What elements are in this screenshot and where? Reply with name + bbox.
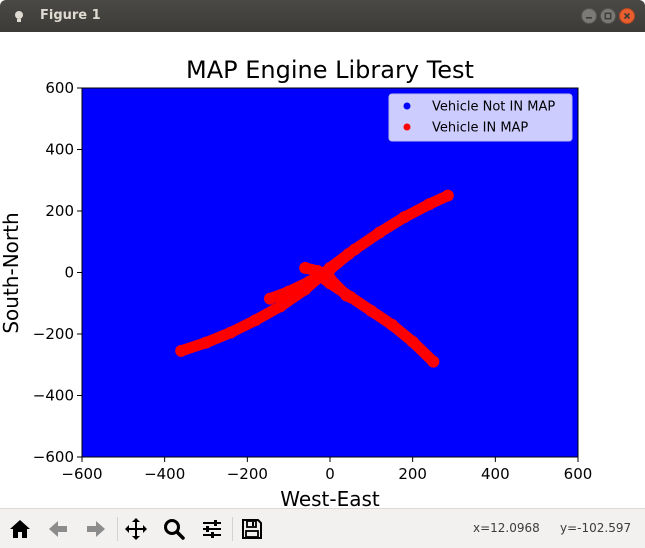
x-tick-label: −400 bbox=[144, 465, 185, 483]
in-map-point bbox=[282, 285, 295, 298]
sliders-icon bbox=[203, 520, 221, 538]
in-map-point bbox=[406, 335, 419, 348]
y-tick-label: 600 bbox=[45, 79, 74, 97]
y-axis: −600 −400 −200 0 200 400 600 bbox=[33, 79, 82, 466]
y-tick-label: −600 bbox=[33, 448, 74, 466]
x-tick-label: −200 bbox=[227, 465, 268, 483]
in-map-point bbox=[224, 326, 237, 339]
x-tick-label: 0 bbox=[325, 465, 335, 483]
navigation-toolbar: x=12.0968 y=-102.597 bbox=[0, 508, 645, 548]
cursor-y-readout: y=-102.597 bbox=[560, 521, 632, 535]
y-axis-label: South-North bbox=[0, 212, 23, 333]
in-map-point bbox=[309, 266, 322, 279]
x-tick-label: −600 bbox=[61, 465, 102, 483]
x-axis-label: West-East bbox=[280, 487, 380, 508]
y-tick-label: −200 bbox=[33, 325, 74, 343]
in-map-point bbox=[264, 292, 277, 305]
in-map-point bbox=[427, 355, 440, 368]
legend-marker-in-map bbox=[403, 123, 411, 131]
x-axis: −600 −400 −200 0 200 400 600 bbox=[61, 457, 592, 483]
in-map-point bbox=[373, 226, 386, 239]
title-bar[interactable]: Figure 1 bbox=[0, 0, 645, 32]
save-button[interactable] bbox=[238, 515, 266, 543]
in-map-point bbox=[299, 261, 312, 274]
in-map-point bbox=[274, 300, 287, 313]
toolbar-separator bbox=[232, 517, 233, 541]
maximize-button[interactable] bbox=[600, 8, 616, 24]
zoom-button[interactable] bbox=[160, 515, 188, 543]
move-icon bbox=[125, 518, 147, 540]
arrow-left-icon bbox=[49, 521, 67, 537]
in-map-point bbox=[303, 275, 316, 288]
configure-subplots-button[interactable] bbox=[198, 515, 226, 543]
chart-title: MAP Engine Library Test bbox=[186, 56, 474, 84]
minimize-button[interactable] bbox=[581, 8, 597, 24]
plot-svg[interactable]: MAP Engine Library Test −600 −400 −200 0 200… bbox=[0, 32, 645, 508]
y-tick-label: 400 bbox=[45, 141, 74, 159]
tracks-layer bbox=[175, 189, 454, 368]
in-map-point bbox=[441, 189, 454, 202]
back-button[interactable] bbox=[44, 515, 72, 543]
in-map-point bbox=[324, 277, 336, 290]
cursor-x-readout: x=12.0968 bbox=[473, 521, 540, 535]
in-map-point bbox=[342, 248, 355, 261]
close-icon bbox=[623, 12, 631, 20]
y-tick-label: 0 bbox=[64, 264, 74, 282]
toolbar-separator bbox=[117, 517, 118, 541]
minimize-icon bbox=[586, 17, 592, 19]
arrow-right-icon bbox=[87, 521, 105, 537]
legend-label-not-in-map: Vehicle Not IN MAP bbox=[432, 100, 555, 115]
home-icon bbox=[10, 520, 30, 538]
pan-button[interactable] bbox=[122, 515, 150, 543]
in-map-point bbox=[249, 314, 262, 327]
figure-canvas[interactable]: MAP Engine Library Test −600 −400 −200 0 200… bbox=[0, 32, 645, 508]
in-map-point bbox=[423, 198, 436, 211]
forward-button[interactable] bbox=[82, 515, 110, 543]
x-tick-label: 400 bbox=[481, 465, 510, 483]
in-map-point bbox=[200, 336, 212, 349]
window-title: Figure 1 bbox=[40, 8, 101, 23]
legend-marker-not-in-map bbox=[403, 102, 411, 110]
app-icon bbox=[15, 11, 23, 22]
legend: Vehicle Not IN MAP Vehicle IN MAP bbox=[388, 93, 573, 142]
magnifier-icon bbox=[164, 519, 185, 540]
floppy-icon bbox=[242, 519, 262, 539]
home-button[interactable] bbox=[6, 515, 34, 543]
y-tick-label: −400 bbox=[33, 387, 74, 405]
in-map-point bbox=[175, 344, 188, 357]
in-map-point bbox=[365, 304, 378, 317]
x-tick-label: 200 bbox=[398, 465, 427, 483]
in-map-point bbox=[398, 211, 411, 224]
legend-label-in-map: Vehicle IN MAP bbox=[432, 121, 528, 136]
in-map-point bbox=[386, 318, 398, 331]
in-map-point bbox=[344, 291, 357, 304]
x-tick-label: 600 bbox=[564, 465, 593, 483]
close-button[interactable] bbox=[619, 8, 635, 24]
y-tick-label: 200 bbox=[45, 202, 74, 220]
legend-box bbox=[388, 93, 573, 142]
maximize-icon bbox=[604, 12, 612, 20]
